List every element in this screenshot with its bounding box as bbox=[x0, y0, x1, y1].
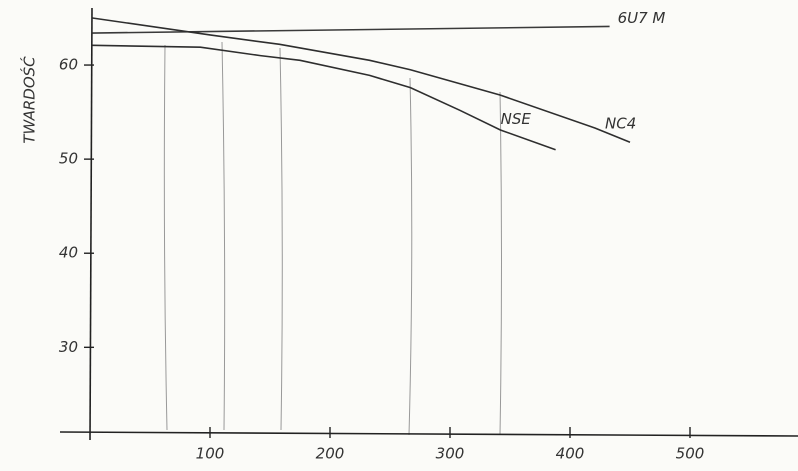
series-label: 6U7 M bbox=[618, 9, 666, 27]
y-tick-label: 50 bbox=[59, 150, 78, 168]
series-line bbox=[92, 25, 610, 34]
y-axis bbox=[89, 7, 93, 441]
series-line bbox=[92, 44, 556, 151]
guide-line bbox=[163, 44, 168, 431]
guide-line bbox=[279, 47, 283, 431]
series-label: NSE bbox=[501, 110, 532, 128]
guide-line bbox=[408, 77, 413, 436]
x-tick-label: 500 bbox=[676, 445, 705, 463]
series-line bbox=[92, 17, 631, 143]
guide-lines bbox=[163, 41, 502, 436]
y-tick-label: 60 bbox=[59, 56, 78, 74]
series-label: NC4 bbox=[605, 115, 636, 133]
y-tick-label: 30 bbox=[59, 338, 78, 356]
x-tick-label: 400 bbox=[556, 445, 585, 463]
x-tick-label: 200 bbox=[316, 445, 345, 463]
guide-line bbox=[221, 41, 226, 431]
y-axis-label: TWARDOŚĆ bbox=[20, 56, 39, 144]
y-tick-label: 40 bbox=[59, 244, 78, 262]
x-tick-label: 100 bbox=[196, 445, 225, 463]
x-tick-label: 300 bbox=[436, 445, 465, 463]
x-axis bbox=[59, 431, 798, 437]
guide-line bbox=[499, 91, 502, 436]
